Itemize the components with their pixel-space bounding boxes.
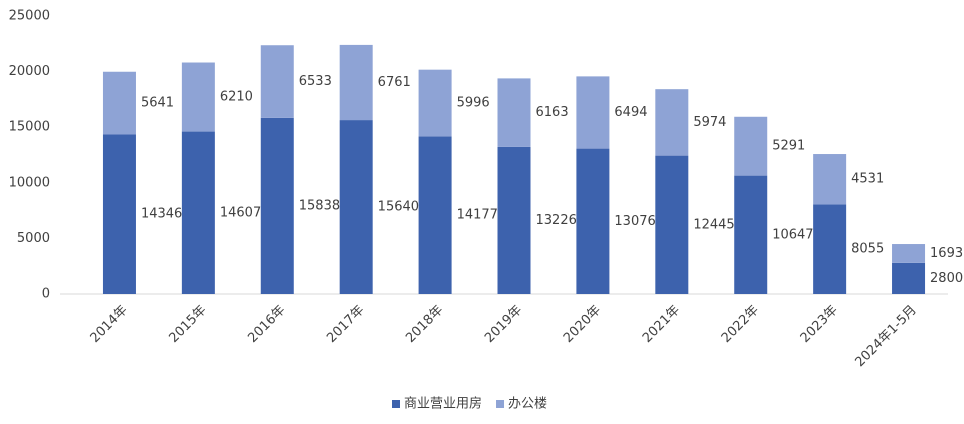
x-tick-label: 2022年 [719,303,762,346]
y-tick-label: 10000 [9,175,50,190]
data-label: 6163 [536,105,569,120]
data-label: 15640 [378,200,419,215]
bar-segment [418,69,452,137]
bar-segment [734,175,768,294]
x-tick-label: 2024年1-5月 [852,303,919,370]
data-label: 2800 [930,271,963,286]
data-label: 6761 [378,75,411,90]
x-tick-label: 2015年 [166,303,209,346]
bar-segment [892,244,926,263]
data-label: 4531 [851,172,884,187]
data-label: 5974 [693,115,726,130]
data-label: 6533 [299,74,332,89]
y-tick-label: 20000 [9,64,50,79]
bar-segment [655,155,689,294]
data-label: 8055 [851,242,884,257]
x-tick-label: 2021年 [640,303,683,346]
bar-segment [892,262,926,294]
bar-segment [260,45,294,118]
data-label: 14607 [220,205,261,220]
bar-segment [655,89,689,156]
data-label: 13076 [614,214,655,229]
bar-segment [576,76,610,149]
x-tick-label: 2016年 [245,303,288,346]
legend-swatch [392,400,400,408]
x-tick-label: 2014年 [88,303,131,346]
bar-segment [260,117,294,294]
data-label: 6494 [614,105,647,120]
bar-segment [102,134,136,294]
x-tick-label: 2018年 [403,303,446,346]
data-label: 15838 [299,198,340,213]
data-label: 6210 [220,90,253,105]
bar-segment [339,120,373,295]
legend-label: 商业营业用房 [404,396,482,412]
bar-segment [418,136,452,294]
data-label: 5996 [457,96,490,111]
data-label: 14346 [141,207,182,222]
x-tick-label: 2020年 [561,303,604,346]
y-tick-label: 5000 [17,231,50,246]
data-label: 12445 [693,217,734,232]
bar-segment [497,146,531,294]
legend-label: 办公楼 [508,397,547,412]
legend-swatch [496,400,505,408]
bar-segment [576,148,610,294]
x-tick-label: 2023年 [798,303,841,346]
bar-segment [734,116,768,176]
data-label: 5291 [772,139,805,154]
y-tick-label: 0 [42,287,50,302]
bar-segment [497,78,531,147]
bar-segment [102,71,136,135]
x-tick-label: 2019年 [482,303,525,346]
x-tick-label: 2017年 [324,303,367,346]
data-label: 10647 [772,227,813,242]
bar-segment [181,131,215,294]
y-tick-label: 15000 [9,120,50,135]
data-label: 5641 [141,96,174,111]
bar-segment [813,154,847,205]
data-label: 14177 [457,208,498,223]
data-label: 13226 [536,213,577,228]
bar-segment [339,44,373,121]
bar-segment [813,204,847,294]
data-label: 1693 [930,246,963,261]
y-tick-label: 25000 [9,9,50,24]
bar-segment [181,62,215,132]
